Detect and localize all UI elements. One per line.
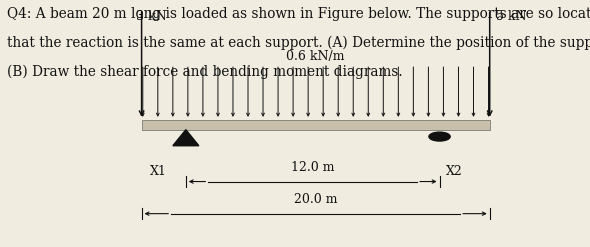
Text: Q4: A beam 20 m long is loaded as shown in Figure below. The supports are so loc: Q4: A beam 20 m long is loaded as shown …: [7, 7, 590, 21]
Text: X2: X2: [446, 165, 463, 178]
Text: X1: X1: [150, 165, 166, 178]
FancyBboxPatch shape: [142, 120, 490, 130]
Text: 0.6 kN/m: 0.6 kN/m: [286, 50, 345, 63]
Text: 5 kN: 5 kN: [496, 10, 526, 23]
Text: (B) Draw the shear force and bending moment diagrams.: (B) Draw the shear force and bending mom…: [7, 64, 403, 79]
Text: 20.0 m: 20.0 m: [294, 193, 337, 206]
Text: that the reaction is the same at each support. (A) Determine the position of the: that the reaction is the same at each su…: [7, 36, 590, 50]
Text: 3 kN: 3 kN: [136, 10, 166, 23]
Polygon shape: [173, 130, 199, 146]
Circle shape: [429, 132, 450, 141]
Text: 12.0 m: 12.0 m: [291, 161, 335, 174]
